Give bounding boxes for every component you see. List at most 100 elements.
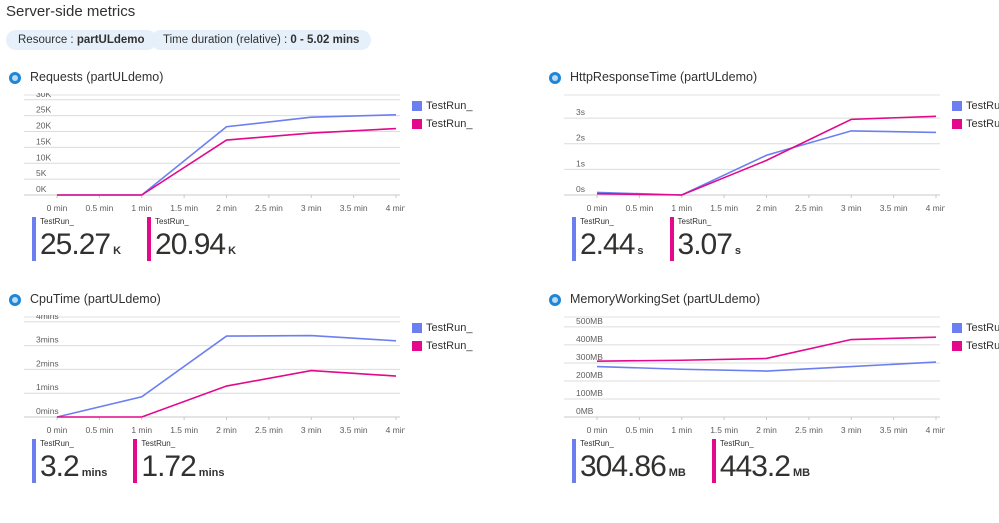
x-tick-label: 0 min (47, 425, 68, 435)
series-bar (133, 439, 138, 483)
series-bar (711, 439, 716, 483)
x-tick-label: 4 min (926, 203, 945, 213)
y-tick-label: 10K (36, 152, 51, 162)
series-bar (147, 217, 152, 261)
chart-title: HttpResponseTime (partULdemo) (570, 70, 758, 84)
summary-unit: MB (668, 467, 686, 479)
summary-unit: K (228, 245, 237, 257)
y-tick-label: 0MB (576, 406, 594, 416)
x-tick-label: 3.5 min (340, 203, 368, 213)
legend-label: TestRun_ (426, 322, 473, 334)
resource-icon (9, 72, 21, 84)
duration-filter[interactable]: Time duration (relative) : 0 - 5.02 mins (151, 30, 372, 50)
legend: TestRun_ TestRun_ (952, 319, 999, 355)
legend-label: TestRun_ (966, 340, 999, 352)
series-line (57, 127, 397, 196)
legend-swatch (412, 119, 422, 129)
summary-row: TestRun_ 25.27 K TestRun_ 20.94 K (32, 217, 236, 263)
x-tick-label: 3 min (301, 425, 322, 435)
summary-label: TestRun_ (677, 217, 712, 226)
summary-number: 3.2 (40, 450, 80, 483)
summary-unit: mins (81, 467, 108, 479)
legend-label: TestRun_ (426, 340, 473, 352)
x-tick-label: 2.5 min (795, 203, 823, 213)
summary-row: TestRun_ 2.44 s TestRun_ 3.07 s (572, 217, 741, 263)
y-tick-label: 400MB (576, 334, 603, 344)
legend-swatch (412, 341, 422, 351)
resource-filter[interactable]: Resource : partULdemo (6, 30, 157, 50)
chart-title: Requests (partULdemo) (30, 70, 164, 84)
resource-icon (549, 294, 561, 306)
x-tick-label: 0.5 min (85, 425, 113, 435)
line-chart: 0MB 100MB 200MB 300MB 400MB 500MB 0 min 0.5 min… (564, 316, 945, 435)
x-tick-label: 2 min (216, 203, 237, 213)
legend-item[interactable]: TestRun_ (952, 319, 999, 337)
chart-title: CpuTime (partULdemo) (30, 292, 161, 306)
x-tick-label: 0 min (47, 203, 68, 213)
x-tick-label: 3 min (301, 203, 322, 213)
summary-unit: s (734, 245, 742, 257)
series-line (596, 336, 937, 362)
legend-item[interactable]: TestRun_ (412, 97, 472, 115)
summary-label: TestRun_ (580, 439, 614, 448)
legend-swatch (952, 119, 962, 129)
x-tick-label: 2.5 min (255, 203, 283, 213)
x-tick-label: 1.5 min (170, 203, 198, 213)
summary-label: TestRun_ (719, 439, 754, 448)
legend-item[interactable]: TestRun_ (412, 115, 472, 133)
x-tick-label: 3 min (841, 203, 862, 213)
x-tick-label: 1 min (131, 425, 152, 435)
summary-label: TestRun_ (40, 439, 74, 448)
line-chart: 0mins 1mins 2mins 3mins 4mins 0 min 0.5 min 1 m… (24, 315, 405, 435)
legend-swatch (952, 101, 962, 111)
legend-item[interactable]: TestRun_ (952, 337, 999, 355)
x-tick-label: 3.5 min (880, 425, 908, 435)
chart-panel-memory-working-set: MemoryWorkingSet (partULdemo) TestRun_Te… (540, 287, 999, 507)
x-tick-label: 0.5 min (625, 203, 653, 213)
legend-item[interactable]: TestRun_ (952, 115, 999, 133)
y-tick-label: 25K (36, 105, 51, 115)
legend-label: TestRun_ (966, 118, 999, 130)
legend-item[interactable]: TestRun_ (412, 337, 472, 355)
legend-item[interactable]: TestRun_ (952, 97, 999, 115)
legend-label: TestRun_ (426, 100, 473, 112)
series-line (56, 334, 397, 418)
y-tick-label: 20K (36, 121, 51, 131)
chart-title: MemoryWorkingSet (partULdemo) (570, 292, 761, 306)
y-tick-label: 2mins (36, 358, 59, 368)
summary-value: TestRun_ 3.2 mins (32, 439, 107, 485)
summary-value: TestRun_ 304.86 MB (572, 439, 686, 485)
x-tick-label: 0 min (587, 203, 608, 213)
x-tick-label: 4 min (386, 425, 405, 435)
series-bar (32, 217, 36, 261)
series-line (596, 130, 937, 196)
y-tick-label: 0s (576, 184, 585, 194)
summary-number: 20.94 (155, 228, 226, 261)
legend-label: TestRun_ (426, 118, 473, 130)
legend: TestRun_ TestRun_ (412, 319, 472, 355)
x-tick-label: 2.5 min (795, 425, 823, 435)
summary-number: 304.86 (580, 450, 667, 483)
duration-value: 0 - 5.02 mins (290, 34, 360, 46)
x-tick-label: 1 min (671, 425, 692, 435)
x-tick-label: 2 min (756, 425, 777, 435)
legend-item[interactable]: TestRun_ (412, 319, 472, 337)
summary-number: 3.07 (677, 228, 733, 261)
x-tick-label: 2 min (756, 203, 777, 213)
line-chart: 0s 1s 2s 3s 0 min 0.5 min 1 min 1.5 min 2 min 2.5… (564, 94, 945, 213)
series-line (57, 369, 397, 418)
summary-number: 443.2 (719, 450, 791, 483)
summary-label: TestRun_ (580, 217, 614, 226)
y-tick-label: 0K (36, 184, 47, 194)
chart-panel-requests: Requests (partULdemo) TestRun_ TestRun_ Te… (0, 65, 472, 285)
y-tick-label: 200MB (576, 370, 603, 380)
resource-value: partULdemo (76, 34, 145, 46)
x-tick-label: 1 min (131, 203, 152, 213)
y-tick-label: 500MB (576, 316, 603, 326)
x-tick-label: 0.5 min (625, 425, 653, 435)
x-tick-label: 3 min (841, 425, 862, 435)
legend: TestRun_ TestRun_ (412, 97, 472, 133)
summary-row: TestRun_ 304.86 MB TestRun_ 443.2 MB (572, 439, 810, 485)
resource-label: Resource : (18, 34, 77, 46)
summary-row: TestRun_ 3.2 mins TestRun_ 1.72 mins (32, 439, 224, 485)
